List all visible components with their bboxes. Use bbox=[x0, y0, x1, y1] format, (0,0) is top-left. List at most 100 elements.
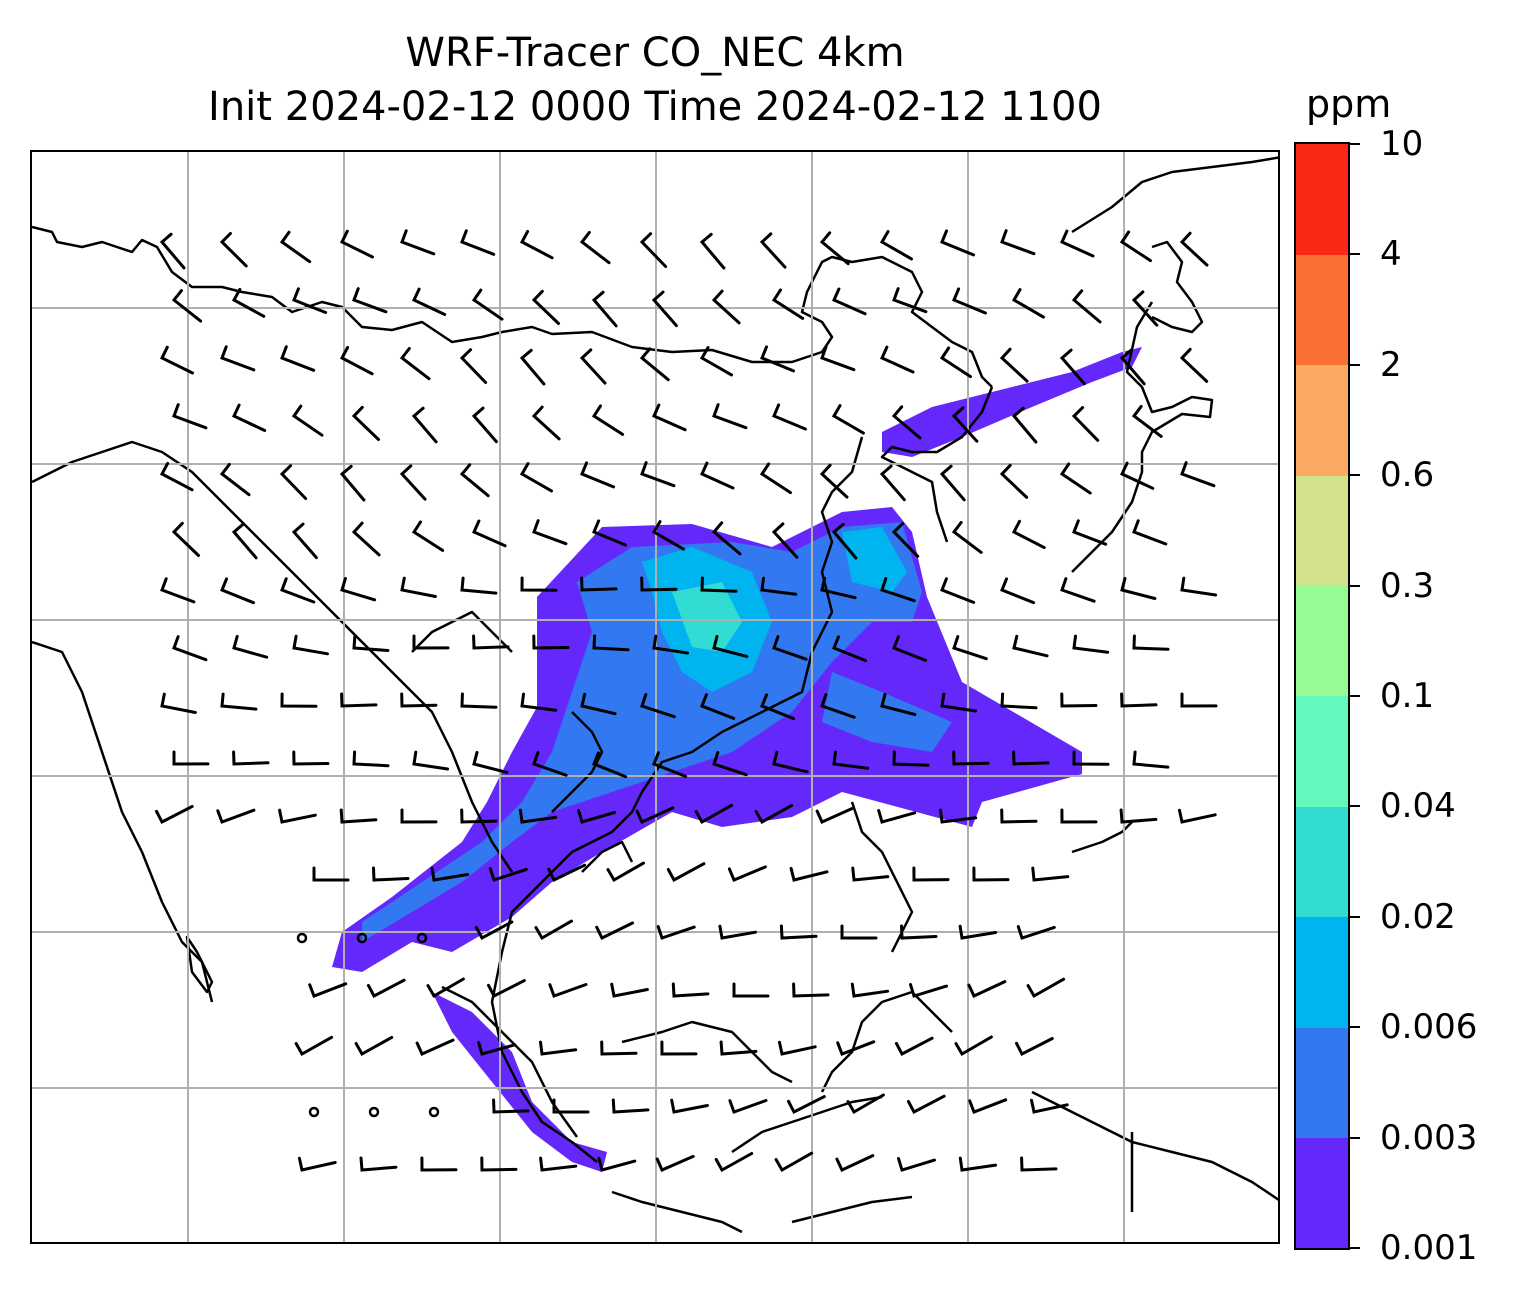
gridlines bbox=[32, 152, 1278, 1242]
wind-barb bbox=[606, 861, 645, 883]
wind-barb bbox=[779, 924, 818, 940]
wind-barb bbox=[759, 232, 787, 269]
wind-barb bbox=[1131, 404, 1163, 438]
wind-barb bbox=[760, 576, 798, 596]
wind-barb bbox=[292, 287, 328, 314]
wind-barb bbox=[694, 803, 734, 825]
wind-barb bbox=[1059, 348, 1086, 386]
wind-barb bbox=[488, 867, 528, 882]
wind-barb bbox=[430, 866, 470, 882]
wind-barb bbox=[1012, 750, 1050, 766]
wind-barb bbox=[539, 1040, 578, 1056]
calm-wind-circle bbox=[368, 1106, 380, 1118]
colorbar-tick bbox=[1350, 805, 1360, 808]
wind-barb bbox=[700, 693, 736, 720]
wind-barb bbox=[894, 1036, 934, 1057]
wind-barb bbox=[520, 576, 558, 592]
wind-barb bbox=[640, 693, 676, 719]
wind-barb bbox=[832, 635, 868, 663]
wind-barb bbox=[548, 983, 588, 998]
plume-level2 bbox=[362, 522, 922, 942]
wind-barb bbox=[411, 406, 438, 444]
wind-barb bbox=[472, 519, 507, 548]
wind-barb bbox=[291, 404, 324, 437]
wind-barb bbox=[1011, 519, 1046, 550]
wind-barb bbox=[940, 577, 976, 604]
wind-barb bbox=[940, 229, 975, 257]
wind-barb bbox=[940, 692, 978, 713]
wind-barb bbox=[297, 1156, 337, 1172]
wind-barb bbox=[1119, 230, 1152, 263]
wind-barb bbox=[711, 289, 741, 325]
wind-barb bbox=[471, 288, 504, 321]
wind-barb bbox=[477, 1041, 517, 1056]
colorbar-tick-label: 0.003 bbox=[1380, 1117, 1478, 1158]
wind-barb bbox=[579, 348, 607, 385]
wind-barb bbox=[426, 977, 465, 999]
wind-barb bbox=[640, 461, 676, 488]
wind-barb bbox=[666, 862, 706, 883]
wind-barb bbox=[835, 1154, 875, 1172]
wind-barb bbox=[412, 287, 447, 316]
wind-barb bbox=[1072, 750, 1110, 766]
wind-barb bbox=[1132, 634, 1170, 651]
wind-barb bbox=[1120, 576, 1157, 600]
wind-barb bbox=[400, 229, 436, 256]
wind-barb bbox=[292, 634, 329, 656]
map-canvas bbox=[32, 152, 1278, 1242]
plume-level2-east bbox=[822, 672, 952, 752]
wind-barb bbox=[155, 804, 194, 825]
wind-barb bbox=[519, 229, 554, 260]
wind-barb bbox=[879, 464, 906, 502]
wind-barb bbox=[906, 1094, 946, 1115]
wind-barb bbox=[278, 808, 317, 824]
wind-barb bbox=[846, 1093, 885, 1115]
wind-barb bbox=[640, 576, 678, 592]
wind-barb bbox=[1000, 692, 1038, 710]
wind-barb bbox=[279, 464, 308, 500]
wind-barb bbox=[714, 1152, 754, 1173]
plume-level3-east bbox=[842, 527, 907, 592]
wind-barb bbox=[351, 405, 380, 441]
wind-barb bbox=[851, 866, 890, 882]
wind-barb bbox=[1060, 577, 1096, 603]
wind-barb bbox=[877, 809, 917, 824]
wind-barb bbox=[1059, 462, 1092, 495]
wind-barb bbox=[652, 634, 690, 655]
chart-title-line2: Init 2024-02-12 0000 Time 2024-02-12 110… bbox=[208, 84, 1102, 130]
wind-barb bbox=[294, 1035, 334, 1057]
wind-barb bbox=[354, 1035, 394, 1057]
wind-barb bbox=[711, 521, 742, 556]
chart-title-line1: WRF-Tracer CO_NEC 4km bbox=[405, 30, 905, 76]
wind-barb bbox=[279, 230, 312, 264]
wind-barb bbox=[611, 1098, 650, 1114]
wind-barb bbox=[460, 808, 498, 824]
wind-barb bbox=[635, 806, 675, 824]
colorbar-tick bbox=[1350, 474, 1360, 477]
wind-barb bbox=[160, 692, 197, 714]
wind-barb bbox=[999, 463, 1029, 499]
wind-barb bbox=[595, 921, 634, 941]
wind-barb bbox=[660, 1040, 698, 1056]
colorbar-segment bbox=[1296, 916, 1348, 1028]
wind-barb bbox=[580, 576, 618, 592]
wind-barb bbox=[891, 405, 922, 440]
wind-barb bbox=[815, 806, 855, 824]
wind-barb bbox=[1180, 576, 1218, 597]
wind-barb bbox=[836, 1040, 876, 1056]
wind-barb bbox=[539, 1156, 578, 1172]
wind-barb bbox=[216, 808, 256, 824]
wind-barb bbox=[1120, 692, 1158, 708]
wind-barb bbox=[778, 1040, 817, 1056]
wind-barb bbox=[892, 287, 928, 314]
colorbar-tick bbox=[1350, 1026, 1360, 1029]
wind-barb bbox=[639, 347, 670, 382]
wind-barb bbox=[728, 1099, 768, 1114]
wind-barb bbox=[958, 924, 998, 940]
wind-barb bbox=[171, 521, 200, 557]
wind-barb bbox=[652, 403, 687, 432]
wind-barb bbox=[712, 634, 749, 658]
wind-barb bbox=[399, 464, 427, 501]
wind-barb bbox=[1072, 519, 1108, 546]
colorbar-tick bbox=[1350, 1136, 1360, 1139]
